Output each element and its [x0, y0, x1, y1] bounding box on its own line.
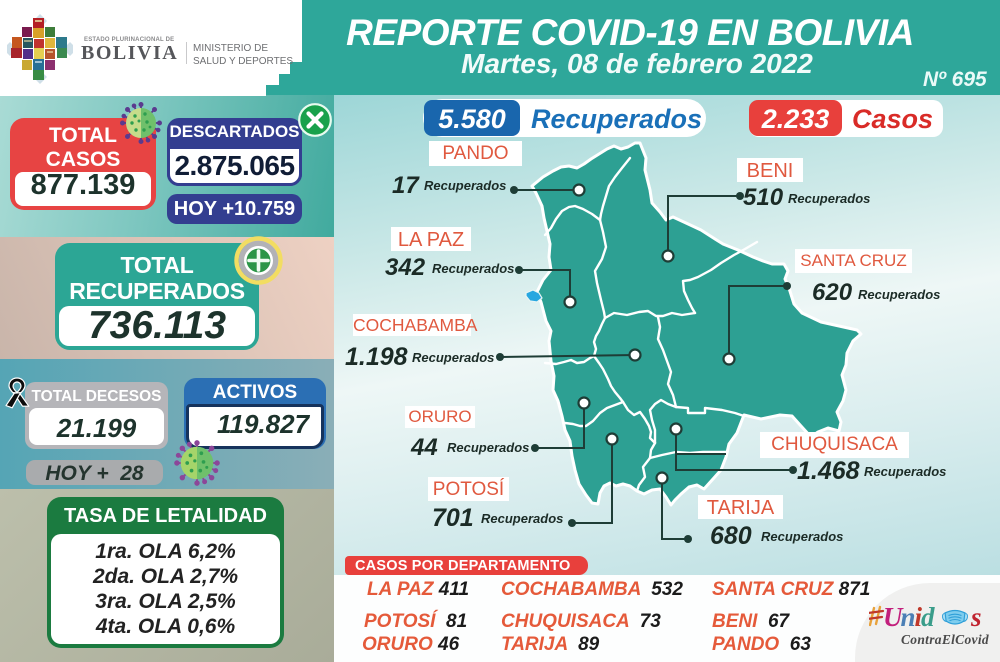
svg-text:s: s [970, 602, 982, 632]
svg-text:Unid: Unid [883, 602, 935, 632]
